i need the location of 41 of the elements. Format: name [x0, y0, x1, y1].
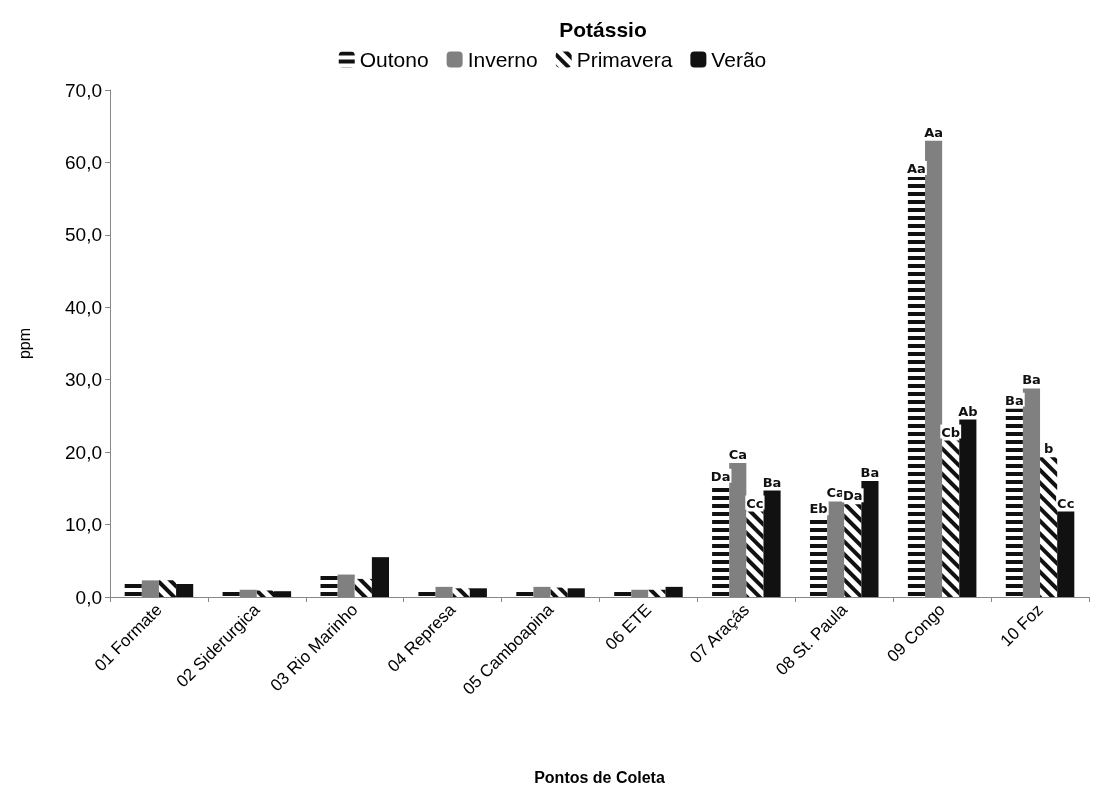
y-tick-label: 40,0	[65, 296, 102, 318]
data-label: Aa	[907, 160, 926, 176]
bar	[665, 586, 683, 597]
data-label: Ca	[728, 447, 747, 463]
bar	[273, 591, 292, 597]
y-tick-label: 70,0	[65, 79, 102, 101]
data-label: Cc	[746, 495, 764, 511]
bar	[176, 583, 194, 597]
data-label: Ba	[762, 474, 782, 490]
bar	[1057, 511, 1075, 597]
y-tick-label: 0,0	[75, 586, 102, 608]
bar	[959, 419, 977, 597]
data-label: b	[1043, 441, 1054, 457]
data-label: Ba	[1005, 392, 1024, 408]
data-label: Da	[843, 488, 863, 504]
y-tick-label: 30,0	[65, 369, 102, 391]
legend-label: Primavera	[576, 48, 673, 71]
bar	[469, 588, 487, 597]
legend-label: Verão	[711, 48, 767, 71]
y-tick-label: 10,0	[65, 514, 102, 536]
y-tick-label: 60,0	[65, 151, 102, 173]
data-label: Ab	[958, 403, 978, 419]
data-label: Da	[710, 468, 731, 484]
data-label: Ba	[1022, 372, 1041, 388]
data-label: Cb	[941, 424, 961, 440]
data-label: Aa	[924, 124, 944, 140]
data-label: Ba	[860, 465, 880, 481]
data-label: Cc	[1057, 495, 1075, 511]
bar	[371, 557, 390, 597]
x-tick-label: 10 Foz	[996, 600, 1047, 651]
y-axis-title: ppm	[15, 327, 33, 360]
bar	[861, 481, 879, 597]
legend-label: Outono	[359, 48, 429, 71]
y-tick-label: 50,0	[65, 224, 102, 246]
legend-label: Inverno	[467, 48, 538, 71]
x-axis-title: Pontos de Coleta	[534, 768, 665, 786]
bar	[567, 588, 585, 597]
y-tick-label: 20,0	[65, 441, 102, 463]
bar	[763, 490, 781, 597]
chart-title: Potássio	[559, 18, 647, 41]
data-label: Eb	[809, 501, 828, 517]
